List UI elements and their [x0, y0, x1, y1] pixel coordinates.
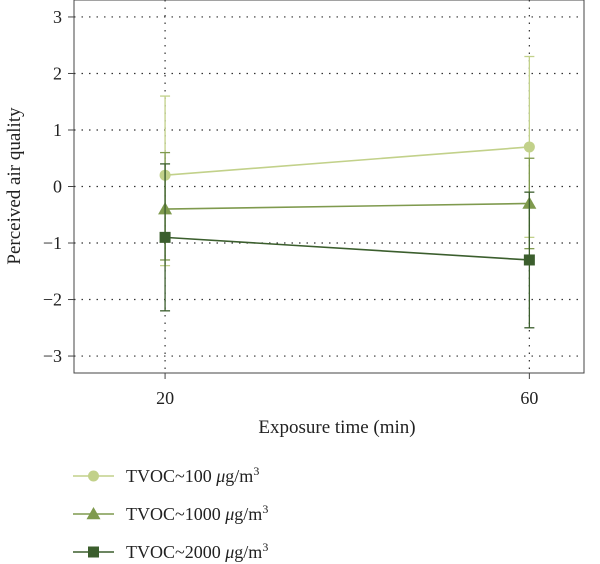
series-line — [165, 202, 530, 210]
data-point — [523, 254, 535, 266]
y-tick-label: 3 — [53, 7, 62, 27]
y-ticks: 3 2 1 0 −1 −2 −3 — [43, 7, 74, 366]
grid — [74, 0, 584, 373]
x-ticks: 20 60 — [156, 373, 538, 408]
data-point — [523, 141, 535, 153]
data-point — [159, 231, 171, 243]
x-tick-label: 60 — [520, 388, 538, 408]
legend-label: TVOC~100 μg/m3 — [126, 464, 259, 486]
y-axis-title: Perceived air quality — [4, 107, 25, 265]
y-tick-label: −3 — [43, 346, 62, 366]
legend-item-1: TVOC~100 μg/m3 — [73, 464, 259, 486]
legend-marker — [88, 546, 99, 558]
series-line — [165, 146, 530, 176]
legend-label: TVOC~1000 μg/m3 — [126, 502, 268, 524]
x-axis-title: Exposure time (min) — [258, 417, 415, 438]
legend-label: TVOC~2000 μg/m3 — [126, 540, 268, 562]
legend-item-2: TVOC~1000 μg/m3 — [73, 502, 268, 524]
series-line — [165, 236, 530, 261]
legend: TVOC~100 μg/m3 TVOC~1000 μg/m3 TVOC~2000 μ… — [73, 464, 268, 562]
y-tick-label: 1 — [53, 120, 62, 140]
legend-marker — [88, 470, 99, 482]
y-tick-label: −1 — [43, 233, 62, 253]
series-1 — [159, 55, 535, 267]
series-2 — [158, 151, 537, 261]
y-tick-label: 0 — [53, 177, 62, 197]
series-3 — [159, 163, 535, 329]
legend-marker — [86, 507, 101, 520]
x-tick-label: 20 — [156, 388, 174, 408]
y-tick-label: −2 — [43, 290, 62, 310]
y-tick-label: 2 — [53, 63, 62, 83]
legend-item-3: TVOC~2000 μg/m3 — [73, 540, 268, 562]
series-group — [158, 55, 537, 329]
